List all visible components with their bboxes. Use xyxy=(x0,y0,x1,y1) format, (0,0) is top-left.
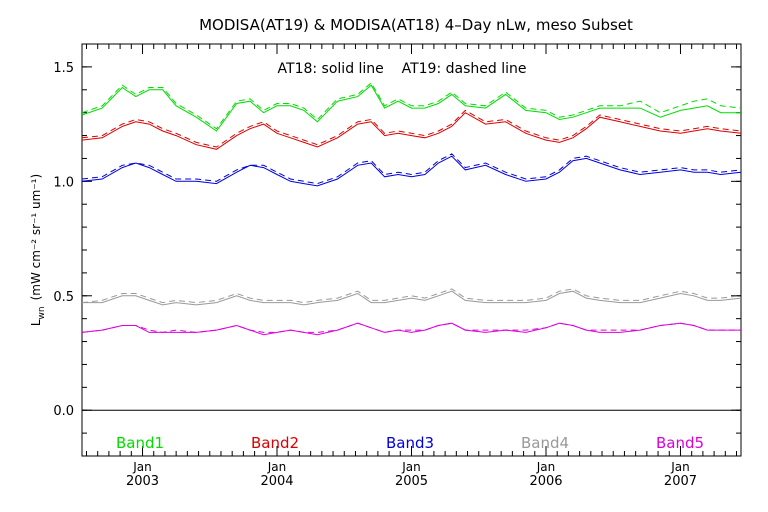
y-tick-label: 1.0 xyxy=(53,175,74,190)
y-axis-label-units: (mW cm⁻² sr⁻¹ um⁻¹) xyxy=(29,174,43,301)
axis-ticks: 0.00.51.01.5Jan2003Jan2004Jan2005Jan2006… xyxy=(53,43,741,489)
series-line-band3-dashed xyxy=(81,153,742,185)
x-tick-year-label: 2003 xyxy=(126,474,159,489)
y-axis-title: Lwn (mW cm⁻² sr⁻¹ um⁻¹) xyxy=(29,174,47,326)
legend-label: Band3 xyxy=(386,434,434,452)
x-tick-month-label: Jan xyxy=(536,460,556,474)
line-style-annotation: AT18: solid line AT19: dashed line xyxy=(278,61,527,77)
series-layer xyxy=(81,82,742,336)
y-axis-label-main: L xyxy=(29,319,43,326)
x-tick-year-label: 2004 xyxy=(260,474,293,489)
chart-title: MODISA(AT19) & MODISA(AT18) 4–Day nLw, m… xyxy=(199,16,633,34)
legend-label: Band4 xyxy=(521,434,569,452)
legend-label: Band2 xyxy=(251,434,299,452)
series-line-band2-solid xyxy=(81,112,742,150)
y-tick-label: 0.5 xyxy=(53,290,74,305)
series-line-band1-dashed xyxy=(81,82,742,130)
x-tick-month-label: Jan xyxy=(132,460,152,474)
series-line-band5-dashed xyxy=(81,322,741,333)
series-line-band4-dashed xyxy=(81,288,742,304)
x-tick-year-label: 2006 xyxy=(529,474,562,489)
legend: Band1 Band2 Band3 Band4 Band5 xyxy=(116,434,704,452)
series-line-band5-solid xyxy=(81,322,741,336)
x-tick-month-label: Jan xyxy=(267,460,287,474)
y-axis-label: Lwn (mW cm⁻² sr⁻¹ um⁻¹) xyxy=(29,174,47,326)
legend-label: Band5 xyxy=(656,434,704,452)
x-tick-month-label: Jan xyxy=(401,460,421,474)
x-tick-month-label: Jan xyxy=(670,460,690,474)
series-line-band3-solid xyxy=(81,155,742,187)
y-tick-label: 0.0 xyxy=(53,404,74,419)
legend-label: Band1 xyxy=(116,434,164,452)
y-axis-label-subscript: wn xyxy=(37,306,47,319)
y-tick-label: 1.5 xyxy=(53,61,74,76)
x-tick-year-label: 2007 xyxy=(664,474,697,489)
x-tick-year-label: 2005 xyxy=(395,474,428,489)
series-line-band2-dashed xyxy=(81,109,742,148)
series-line-band4-solid xyxy=(82,290,742,306)
series-line-band1-solid xyxy=(81,84,741,132)
